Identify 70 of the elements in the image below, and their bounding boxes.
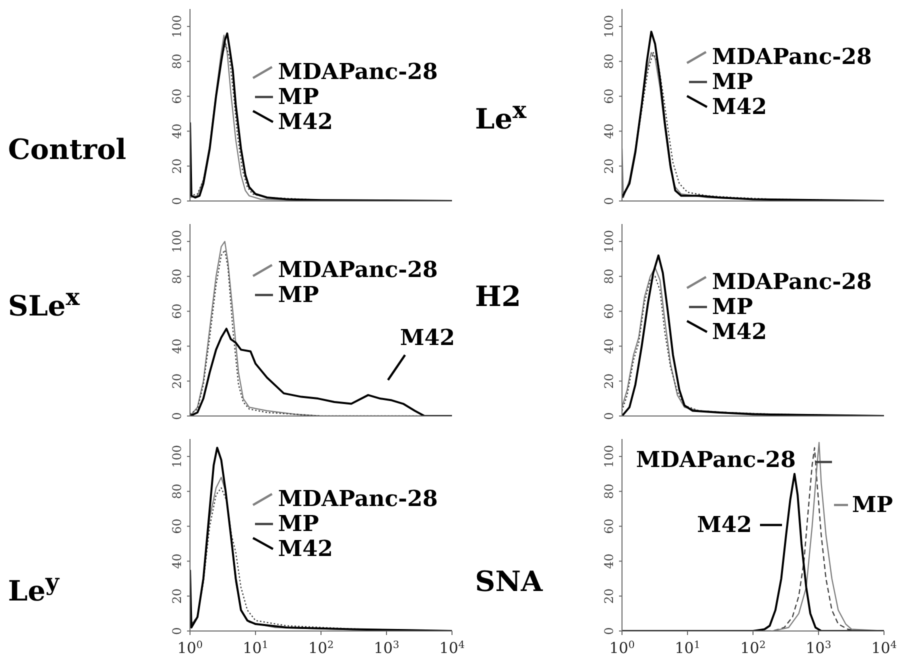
y-tick-label: 0 bbox=[602, 627, 616, 635]
y-tick-label: 0 bbox=[170, 197, 184, 205]
y-tick-label: 100 bbox=[602, 230, 616, 253]
y-tick-label: 80 bbox=[602, 484, 616, 500]
y-tick-label: 40 bbox=[602, 554, 616, 569]
legend-label: M42 bbox=[278, 535, 333, 563]
y-tick-label: 100 bbox=[602, 445, 616, 468]
legend-label: MDAPanc-28 bbox=[278, 256, 438, 284]
legend-label: MP bbox=[278, 281, 319, 309]
y-tick-label: 20 bbox=[170, 588, 184, 604]
text: Control bbox=[8, 132, 126, 168]
text: M42 bbox=[400, 324, 455, 352]
series-label: MP bbox=[852, 491, 893, 519]
y-tick-label: 100 bbox=[170, 230, 184, 253]
legend-label: MP bbox=[278, 83, 319, 111]
x-tick-label: 10$^{3}$ bbox=[374, 639, 400, 657]
x-tick-label: 10$^{4}$ bbox=[871, 639, 897, 657]
x-tick-label: 10$^{3}$ bbox=[806, 639, 832, 657]
legend-label: MDAPanc-28 bbox=[712, 43, 872, 71]
y-tick-label: 60 bbox=[170, 518, 184, 534]
x-tick-label: 10$^{1}$ bbox=[242, 639, 268, 657]
legend-label: MDAPanc-28 bbox=[278, 58, 438, 86]
y-tick-label: 40 bbox=[602, 124, 616, 139]
legend-label: MDAPanc-28 bbox=[278, 485, 438, 513]
legend-label: MP bbox=[712, 293, 753, 321]
legend-label: M42 bbox=[712, 318, 767, 346]
y-tick-label: 60 bbox=[170, 304, 184, 319]
y-tick-label: 0 bbox=[602, 412, 616, 420]
y-tick-label: 80 bbox=[170, 268, 184, 284]
y-tick-label: 80 bbox=[170, 484, 184, 500]
text: Le$^{x}$ bbox=[475, 95, 526, 138]
y-tick-label: 60 bbox=[602, 88, 616, 104]
legend-label: M42 bbox=[697, 511, 752, 539]
legend-label: MDAPanc-28 bbox=[636, 446, 796, 474]
y-tick-label: 100 bbox=[602, 15, 616, 38]
y-tick-label: 60 bbox=[602, 304, 616, 319]
y-tick-label: 20 bbox=[602, 158, 616, 174]
x-tick-label: 10$^{4}$ bbox=[439, 639, 465, 657]
y-tick-label: 0 bbox=[170, 412, 184, 420]
x-tick-label: 10$^{2}$ bbox=[740, 639, 766, 657]
legend-label: M42 bbox=[712, 93, 767, 121]
y-tick-label: 20 bbox=[602, 588, 616, 604]
x-tick-label: 10$^{2}$ bbox=[308, 639, 334, 657]
y-tick-label: 60 bbox=[602, 518, 616, 534]
y-tick-label: 20 bbox=[170, 158, 184, 174]
text: H2 bbox=[475, 279, 521, 315]
text: Le$^{y}$ bbox=[8, 567, 60, 610]
y-tick-label: 0 bbox=[170, 627, 184, 635]
y-tick-label: 0 bbox=[602, 197, 616, 205]
y-tick-label: 20 bbox=[170, 373, 184, 389]
y-tick-label: 80 bbox=[602, 268, 616, 284]
y-tick-label: 20 bbox=[602, 373, 616, 389]
legend-label: MP bbox=[278, 510, 319, 538]
x-tick-label: 10$^{1}$ bbox=[674, 639, 700, 657]
y-tick-label: 100 bbox=[170, 445, 184, 468]
y-tick-label: 60 bbox=[170, 88, 184, 104]
y-tick-label: 40 bbox=[170, 124, 184, 139]
text: SLe$^{x}$ bbox=[8, 282, 80, 324]
legend-label: M42 bbox=[278, 108, 333, 136]
y-tick-label: 40 bbox=[602, 338, 616, 354]
x-tick-label: 10$^{0}$ bbox=[177, 639, 203, 657]
legend-label: MDAPanc-28 bbox=[712, 268, 872, 296]
x-tick-label: 10$^{0}$ bbox=[609, 639, 635, 657]
y-tick-label: 40 bbox=[170, 338, 184, 354]
legend-label: MP bbox=[712, 68, 753, 96]
y-tick-label: 40 bbox=[170, 554, 184, 569]
y-tick-label: 80 bbox=[170, 54, 184, 70]
y-tick-label: 80 bbox=[602, 54, 616, 70]
y-tick-label: 100 bbox=[170, 15, 184, 38]
text: SNA bbox=[475, 564, 543, 600]
